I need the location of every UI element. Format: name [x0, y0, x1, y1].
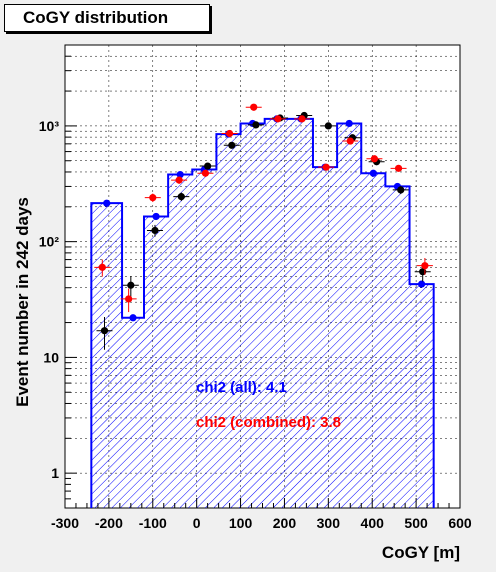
y-tick-label: 10² — [39, 234, 60, 250]
histogram-outline — [90, 117, 435, 508]
x-tick-label: -300 — [51, 515, 79, 531]
y-tick-label: 10³ — [39, 118, 60, 134]
data-point — [98, 263, 106, 271]
histogram-bin-marker — [369, 169, 377, 177]
x-tick-label: -200 — [95, 515, 123, 531]
histogram-bin-marker — [103, 199, 111, 207]
data-point — [394, 164, 403, 172]
data-point — [250, 103, 258, 111]
data-point — [322, 163, 330, 171]
histogram-bin-marker — [152, 212, 160, 221]
histogram-bin-marker — [345, 119, 353, 128]
x-tick-label: 100 — [229, 515, 253, 531]
x-tick-label: 300 — [317, 515, 341, 531]
annotation-chi2-all: chi2 (all): 4.1 — [196, 379, 287, 396]
annotation-chi2-combined: chi2 (combined): 3.8 — [196, 414, 341, 431]
data-point — [151, 226, 159, 235]
axes: -300 -200 -100 0 100 200 300 400 500 600 1 10 10² 10³ — [39, 44, 472, 531]
x-tick-label: 400 — [361, 515, 385, 531]
data-point — [346, 137, 354, 145]
data-point — [298, 115, 306, 123]
x-tick-label: 0 — [193, 515, 201, 531]
data-point — [127, 281, 135, 289]
data-point — [125, 295, 133, 303]
x-axis-label: CoGY [m] — [382, 543, 460, 562]
histogram-bin-marker — [129, 314, 137, 322]
data-point — [204, 162, 212, 170]
x-tick-label: 200 — [273, 515, 297, 531]
y-tick-label: 10 — [43, 349, 59, 365]
data-point — [225, 129, 234, 138]
data-point — [421, 262, 429, 270]
data-point — [228, 141, 236, 149]
histogram-fill — [91, 118, 434, 508]
data-point — [149, 194, 157, 202]
x-tick-label: -100 — [139, 515, 167, 531]
x-tick-label: 500 — [404, 515, 428, 531]
data-point — [100, 327, 109, 335]
histogram-bin-marker — [176, 170, 184, 179]
histogram-bin-marker — [417, 280, 426, 288]
data-point — [397, 186, 405, 194]
data-point — [175, 176, 183, 184]
chart-title: CoGY distribution — [4, 4, 210, 32]
data-point — [370, 155, 379, 163]
data-point — [274, 115, 282, 123]
y-tick-label: 1 — [51, 465, 59, 481]
data-point — [324, 122, 332, 130]
x-tick-label: 600 — [448, 515, 472, 531]
data-point — [201, 169, 210, 177]
y-axis-label: Event number in 242 days — [13, 197, 32, 407]
data-points — [94, 103, 433, 350]
data-point — [177, 193, 185, 201]
data-point — [252, 121, 260, 129]
